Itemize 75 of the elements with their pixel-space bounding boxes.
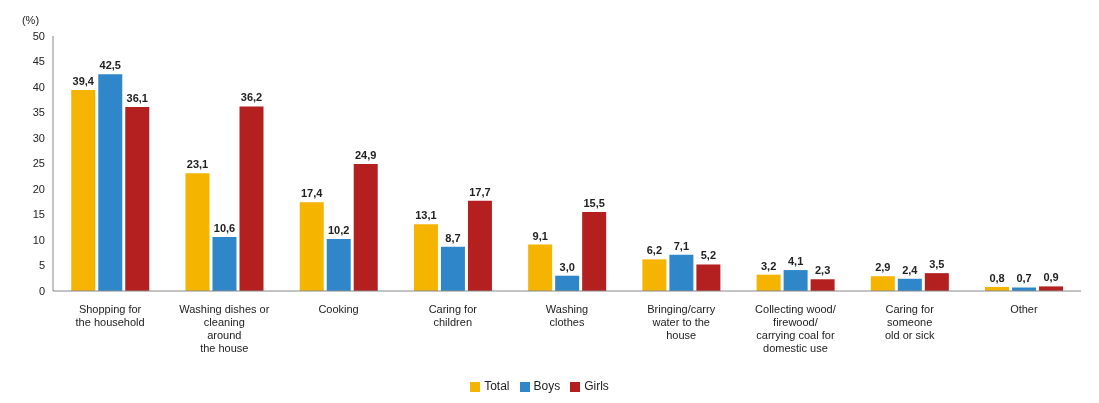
bar	[669, 254, 694, 291]
bar	[239, 106, 264, 291]
bar	[555, 275, 580, 291]
bar	[897, 278, 922, 291]
data-label: 9,1	[532, 229, 548, 242]
bar	[212, 236, 237, 291]
bar	[756, 274, 781, 291]
data-label: 7,1	[673, 239, 690, 252]
x-tick-label: Cooking	[318, 303, 359, 315]
data-label: 10,2	[328, 223, 350, 236]
bar	[98, 74, 123, 291]
bar	[185, 173, 210, 291]
data-label: 17,4	[301, 187, 324, 200]
y-tick-label: 30	[32, 131, 45, 144]
bar	[71, 90, 96, 291]
x-tick-label: Washing dishes or cleaning around the house	[179, 303, 270, 354]
data-label: 5,2	[700, 249, 717, 262]
y-tick-label: 5	[38, 259, 45, 272]
bar	[125, 106, 150, 291]
legend-label: Girls	[584, 379, 609, 393]
bar	[326, 238, 351, 291]
bar	[582, 211, 607, 291]
y-tick-label: 40	[32, 80, 45, 93]
legend-label: Total	[484, 379, 510, 393]
bar	[413, 224, 438, 291]
data-label: 24,9	[355, 149, 377, 162]
data-label: 13,1	[415, 209, 437, 222]
data-label: 2,9	[875, 261, 891, 274]
bar	[810, 279, 835, 291]
y-tick-label: 45	[32, 55, 45, 68]
bar	[783, 270, 808, 291]
bar	[353, 164, 378, 291]
bar	[924, 273, 949, 291]
data-label: 36,1	[126, 91, 148, 104]
y-tick-label: 25	[32, 157, 45, 170]
x-tick-label: Washing clothes	[545, 303, 589, 328]
data-label: 2,4	[902, 263, 919, 276]
x-tick-label: Shopping for the household	[75, 303, 145, 328]
bar	[696, 264, 721, 291]
data-label: 3,2	[760, 259, 777, 272]
data-label: 36,2	[240, 91, 263, 104]
data-label: 2,3	[814, 264, 831, 277]
data-label: 10,6	[213, 221, 236, 234]
data-label: 3,5	[929, 258, 945, 271]
y-tick-label: 50	[32, 29, 45, 42]
y-tick-label: 0	[38, 284, 45, 297]
x-tick-label: Bringing/carry water to the house	[647, 303, 716, 341]
data-label: 0,8	[989, 271, 1005, 284]
bar	[299, 202, 324, 291]
bar	[870, 276, 895, 291]
data-label: 6,2	[646, 244, 663, 257]
data-label: 23,1	[186, 158, 209, 171]
data-label: 15,5	[583, 196, 605, 209]
bar	[642, 259, 667, 291]
x-tick-label: Collecting wood/ firewood/ carrying coal for domestic use	[755, 303, 837, 354]
data-label: 39,4	[72, 75, 95, 88]
y-tick-label: 10	[32, 233, 45, 246]
data-label: 0,9	[1043, 271, 1059, 284]
bar	[528, 244, 553, 291]
data-label: 8,7	[445, 231, 461, 244]
x-tick-label: Caring for someone old or sick	[884, 303, 935, 341]
data-label: 17,7	[469, 185, 491, 198]
y-tick-label: 15	[32, 208, 45, 221]
bar	[440, 246, 465, 291]
x-tick-label: Other	[1010, 303, 1038, 315]
data-label: 42,5	[99, 59, 121, 72]
data-label: 3,0	[559, 260, 575, 273]
x-tick-label: Caring for children	[428, 303, 478, 328]
bar	[467, 200, 492, 291]
data-label: 0,7	[1016, 272, 1032, 285]
legend-label: Boys	[533, 379, 561, 393]
y-tick-label: 20	[32, 182, 45, 195]
y-axis-title: (%)	[21, 14, 40, 26]
y-tick-label: 35	[32, 106, 45, 119]
data-label: 4,1	[787, 255, 804, 268]
